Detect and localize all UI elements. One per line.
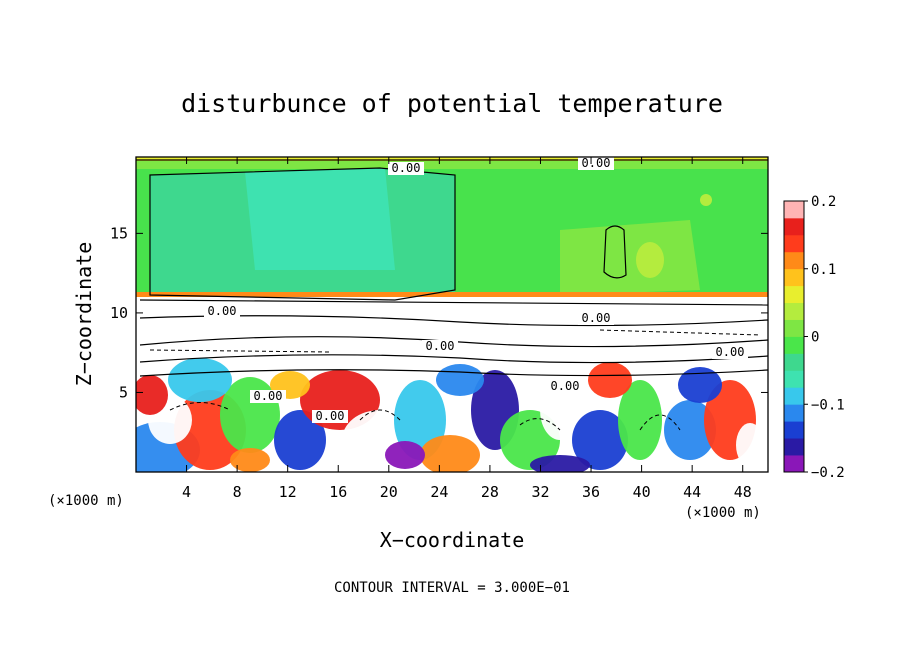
contour-dashed-0 [169,402,231,411]
colorbar: 0.2 0.1 0 −0.1 −0.2 [783,194,845,481]
colorbar-swatch-9 [784,302,804,320]
x-tick-label-9: 40 [633,483,651,501]
colorbar-swatch-13 [784,234,804,253]
plot-area: 0.00 0.00 0.00 0.00 0.00 0.00 0.00 0.00 0.00 [136,156,768,472]
contour-label-3: 0.00 [582,311,611,325]
contour-dashed-4 [149,349,331,353]
colorbar-swatch-11 [784,268,804,287]
contour-label-0: 0.00 [392,161,421,175]
contour-label-bg-0 [388,162,424,175]
plot-frame [135,156,769,473]
colorbar-swatch-15 [784,201,804,219]
contour-4 [139,315,768,327]
colorbar-swatch-7 [784,336,804,354]
colorbar-swatch-3 [784,404,804,422]
colorbar-swatch-2 [784,421,804,439]
contour-label-bg-4 [422,340,458,353]
contour-dashed-2 [519,418,561,431]
x-axis-label: X−coordinate [380,528,525,552]
colorbar-tick-label-0: 0.2 [811,194,836,210]
contour-labels: 0.00 0.00 0.00 0.00 0.00 0.00 0.00 0.00 0.00 [204,156,748,423]
chart-title: disturbunce of potential temperature [181,89,723,118]
colorbar-swatch-6 [784,353,804,371]
contour-3 [139,299,768,306]
contour-7 [139,369,768,377]
colorbar-swatch-14 [784,217,804,236]
colorbar-swatch-12 [784,251,804,270]
x-tick-label-6: 28 [481,483,499,501]
y-tick-label-0: 5 [119,383,128,401]
x-tick-label-11: 48 [734,483,752,501]
colorbar-swatch-5 [784,370,804,388]
y-axis-label: Z−coordinate [72,242,96,387]
x-tick-label-3: 16 [329,483,347,501]
contour-label-bg-5 [712,346,748,359]
y-tick-label-2: 15 [110,224,128,242]
colorbar-swatch-0 [784,455,804,473]
contour-interval: CONTOUR INTERVAL = 3.000E−01 [334,580,570,596]
contour-label-4: 0.00 [426,339,455,353]
contour-lines [136,159,768,431]
contour-label-7: 0.00 [551,379,580,393]
contour-label-1: 0.00 [582,156,611,170]
x-tick-label-4: 20 [380,483,398,501]
contour-1 [149,167,456,301]
x-tick-label-0: 4 [182,483,191,501]
contour-dashed-1 [359,409,401,421]
x-tick-label-5: 24 [430,483,448,501]
y-tick-label-1: 10 [110,304,128,322]
contour-5 [139,336,768,348]
colorbar-tick-label-3: −0.1 [811,397,845,413]
x-tick-label-1: 8 [233,483,242,501]
colorbar-swatch-8 [784,319,804,337]
contour-label-bg-3 [578,312,614,325]
contour-6 [139,354,768,364]
x-tick-label-8: 36 [582,483,600,501]
colorbar-swatch-1 [784,438,804,456]
contour-label-8: 0.00 [316,409,345,423]
contour-dashed-5 [599,329,761,336]
colorbar-tick-label-1: 0.1 [811,262,836,278]
contour-label-bg-1 [578,157,614,170]
contour-label-bg-7 [547,380,583,393]
upper-field [136,157,768,297]
colorbar-swatch-10 [784,285,804,304]
x-tick-label-2: 12 [279,483,297,501]
colorbar-tick-label-4: −0.2 [811,465,845,481]
x-axis: 4 8 12 16 20 24 28 32 36 40 44 48 [182,157,752,501]
x-unit-right: (×1000 m) [685,505,761,521]
contour-label-bg-2 [204,305,240,318]
contour-label-5: 0.00 [716,345,745,359]
contour-label-bg-6 [250,390,286,403]
contour-label-bg-8 [312,410,348,423]
x-tick-label-10: 44 [683,483,701,501]
x-tick-label-7: 32 [531,483,549,501]
contour-2 [603,225,627,279]
contour-label-2: 0.00 [208,304,237,318]
colorbar-swatch-4 [784,387,804,405]
y-axis: 5 10 15 [110,224,768,401]
contour-label-6: 0.00 [254,389,283,403]
x-unit-left: (×1000 m) [48,493,124,509]
colorbar-tick-label-2: 0 [811,330,819,346]
